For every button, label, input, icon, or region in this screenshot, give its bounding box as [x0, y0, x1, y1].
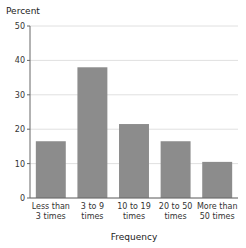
x-axis-line [30, 198, 238, 199]
category-label-line: More than [197, 202, 238, 211]
grid-line [30, 26, 238, 27]
category-label: 20 to 50times [159, 202, 192, 221]
category-label-line: times [81, 212, 103, 221]
chart-container: 01020304050Less than3 times3 to 9times10… [0, 0, 246, 248]
bar [161, 141, 191, 198]
x-axis-label: Frequency [111, 232, 158, 242]
category-label-line: 50 times [200, 212, 235, 221]
bar [36, 141, 66, 198]
tick-label: 0 [20, 194, 25, 203]
y-axis: 0 10 20 30 40 50 [15, 22, 238, 203]
bar [77, 67, 107, 198]
bar [119, 124, 149, 198]
category-label-line: 3 times [36, 212, 66, 221]
x-axis: Less than3 times3 to 9times10 to 19times… [32, 202, 238, 221]
tick-label: 20 [15, 125, 25, 134]
grid-line [30, 94, 238, 95]
chart-svg: 01020304050Less than3 times3 to 9times10… [0, 0, 246, 248]
category-label: More than50 times [197, 202, 238, 221]
category-label-line: Less than [32, 202, 70, 211]
y-axis-line [30, 26, 31, 198]
grid-line [30, 60, 238, 61]
bars [36, 67, 232, 198]
bar [202, 162, 232, 198]
tick-label: 30 [15, 91, 25, 100]
category-label: 3 to 9times [81, 202, 104, 221]
tick-label: 10 [15, 160, 25, 169]
category-label-line: times [164, 212, 186, 221]
tick-label: 50 [15, 22, 25, 31]
tick-label: 40 [15, 56, 25, 65]
category-label-line: 10 to 19 [117, 202, 150, 211]
category-label: Less than3 times [32, 202, 70, 221]
grid-line [30, 198, 238, 199]
category-label-line: 20 to 50 [159, 202, 192, 211]
category-label-line: 3 to 9 [81, 202, 104, 211]
category-label: 10 to 19times [117, 202, 150, 221]
category-label-line: times [123, 212, 145, 221]
title: Percent [6, 6, 40, 16]
